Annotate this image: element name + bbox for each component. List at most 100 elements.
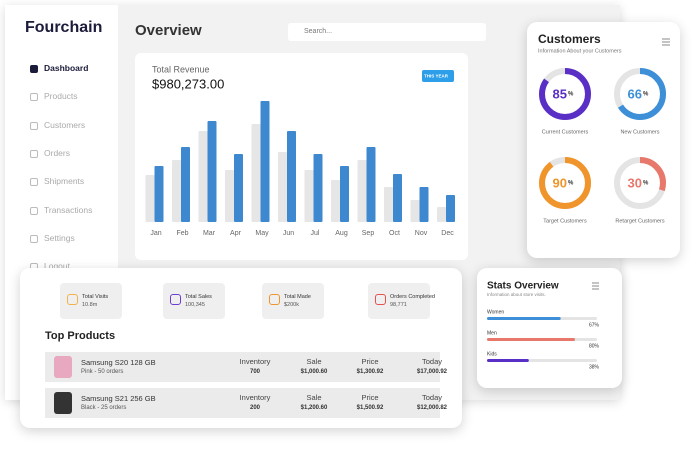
bar xyxy=(304,170,314,222)
filter-icon[interactable] xyxy=(592,282,599,290)
search-box[interactable]: Search... xyxy=(288,23,486,41)
x-tick-label: Jun xyxy=(283,230,294,237)
ring-value-label: 90 xyxy=(553,175,567,190)
sidebar-item[interactable]: Customers xyxy=(30,120,110,132)
bar xyxy=(251,124,261,222)
bar xyxy=(437,207,446,222)
ring-label: New Customers xyxy=(620,129,659,135)
stat-card: Total Sales 100,345 xyxy=(163,283,225,319)
x-tick-label: Feb xyxy=(176,230,188,237)
bar xyxy=(410,200,420,222)
sidebar-item[interactable]: Orders xyxy=(30,148,110,160)
ring-value-label: 30 xyxy=(628,175,642,190)
sidebar-icon xyxy=(30,178,38,187)
customers-rings: Customers Information About your Custome… xyxy=(538,32,670,224)
ring-value xyxy=(539,68,591,120)
stats-subtitle: Information about store visits. xyxy=(487,292,546,297)
page-title: Overview xyxy=(135,22,202,39)
bar xyxy=(172,160,181,222)
bar xyxy=(487,338,575,341)
stat-card: Total Visits 10.8m xyxy=(60,283,122,319)
bar-label: Men xyxy=(487,330,497,336)
bar-value-label: 67% xyxy=(589,322,600,328)
sidebar-item[interactable]: Dashboard xyxy=(30,63,110,75)
bar xyxy=(366,147,376,222)
x-tick-label: Apr xyxy=(230,230,242,237)
stat-value: 100,345 xyxy=(185,302,205,308)
bar xyxy=(487,317,561,320)
product-detail: Pink - 50 orders xyxy=(81,369,124,375)
ring-suffix: % xyxy=(568,92,574,98)
revenue-card: Total Revenue $980,273.00 THIS YEAR Jan F… xyxy=(135,53,468,260)
product-row: Samsung S20 128 GB Pink - 50 orders Invent… xyxy=(45,352,447,382)
chart-subtitle: $980,273.00 xyxy=(152,76,224,91)
stats-title: Stats Overview xyxy=(487,281,559,292)
column-header: Today xyxy=(421,357,442,366)
filter-icon[interactable] xyxy=(662,38,670,46)
stat-label: Orders Completed xyxy=(390,294,435,300)
x-tick-label: Oct xyxy=(389,230,400,237)
ring-value xyxy=(539,157,591,209)
sidebar-item[interactable]: Shipments xyxy=(30,176,110,188)
sidebar-label: Logout xyxy=(44,261,70,272)
ring-suffix: % xyxy=(643,181,649,187)
bar xyxy=(393,174,402,222)
stat-value: 98,771 xyxy=(390,302,407,308)
column-header: Sale xyxy=(306,357,322,366)
filter-label: THIS YEAR xyxy=(424,74,449,79)
product-name: Samsung S20 128 GB xyxy=(81,358,156,367)
x-tick-label: Jul xyxy=(311,230,320,237)
cell: 200 xyxy=(249,405,260,411)
sidebar-label: Shipments xyxy=(44,176,85,187)
ring-value-label: 85 xyxy=(553,86,567,101)
bar xyxy=(487,359,529,362)
x-tick-label: Sep xyxy=(362,230,375,237)
cell: $1,200.60 xyxy=(300,405,328,411)
bar xyxy=(181,147,190,222)
products-card: Total Visits 10.8m Total Sales 100,345 Total… xyxy=(20,268,462,428)
ring-label: Current Customers xyxy=(542,129,589,135)
stat-label: Total Sales xyxy=(185,294,212,300)
sidebar-icon xyxy=(30,93,38,102)
stat-value: 10.8m xyxy=(82,302,98,308)
sidebar-item[interactable]: Transactions xyxy=(30,205,110,217)
column-header: Today xyxy=(421,393,442,402)
cell: $1,500.92 xyxy=(356,405,384,411)
ring-suffix: % xyxy=(568,181,574,187)
logo: Fourchain xyxy=(25,19,103,36)
bar xyxy=(145,175,155,222)
stat-card: Total Made $200k xyxy=(262,283,324,319)
x-tick-label: Nov xyxy=(415,230,428,237)
column-header: Sale xyxy=(306,393,322,402)
bar xyxy=(207,121,217,222)
sidebar-item[interactable]: Settings xyxy=(30,233,110,245)
sidebar-icon xyxy=(30,121,38,130)
chart-title: Total Revenue xyxy=(152,64,210,74)
search-placeholder: Search... xyxy=(304,28,333,35)
bar xyxy=(340,166,349,222)
bar xyxy=(313,154,323,222)
bar xyxy=(278,152,287,222)
ring-value xyxy=(614,157,666,209)
customers-title: Customers xyxy=(538,32,601,46)
sidebar-item[interactable]: Products xyxy=(30,91,110,103)
sidebar-icon xyxy=(30,149,38,158)
sidebar-icon xyxy=(30,65,38,73)
bar-label: Kids xyxy=(487,351,497,357)
cell: 700 xyxy=(249,369,260,375)
stat-value: $200k xyxy=(284,302,299,308)
stat-label: Total Made xyxy=(284,294,311,300)
stats-chart: Stats Overview Information about store v… xyxy=(487,281,600,370)
filter-button[interactable] xyxy=(422,70,454,82)
bar xyxy=(154,166,164,222)
ring-label: Target Customers xyxy=(543,218,587,224)
bar xyxy=(357,160,367,222)
section-title: Top Products xyxy=(45,330,116,342)
ring-label: Retarget Customers xyxy=(615,218,664,224)
stat-icon xyxy=(375,294,386,305)
product-detail: Black - 25 orders xyxy=(81,405,127,411)
sidebar-label: Products xyxy=(44,91,78,102)
bar xyxy=(287,131,296,222)
bar-label: Women xyxy=(487,309,504,315)
